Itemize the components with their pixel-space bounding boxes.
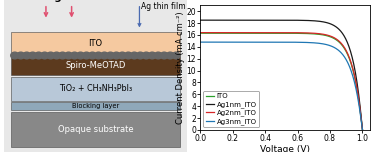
- Ag2nm_ITO: [360, 129, 365, 131]
- Circle shape: [59, 52, 67, 59]
- Circle shape: [94, 52, 102, 59]
- ITO: [198, 32, 203, 34]
- Circle shape: [166, 52, 174, 59]
- ITO: [198, 32, 203, 34]
- Ag2nm_ITO: [297, 32, 302, 34]
- Circle shape: [46, 52, 55, 59]
- Circle shape: [88, 52, 96, 59]
- Ag1nm_ITO: [335, 27, 339, 28]
- Circle shape: [23, 52, 31, 59]
- Ag1nm_ITO: [360, 129, 365, 131]
- Circle shape: [142, 52, 150, 59]
- Circle shape: [71, 52, 79, 59]
- Circle shape: [17, 52, 25, 59]
- Circle shape: [101, 52, 108, 59]
- Text: Light: Light: [44, 0, 74, 2]
- Text: Spiro-MeOTAD: Spiro-MeOTAD: [65, 61, 125, 70]
- Circle shape: [112, 52, 120, 59]
- Ag2nm_ITO: [294, 32, 299, 34]
- Circle shape: [148, 52, 156, 59]
- Circle shape: [124, 52, 132, 59]
- Ag3nm_ITO: [345, 61, 350, 63]
- ITO: [360, 129, 365, 131]
- Circle shape: [106, 52, 115, 59]
- Ag2nm_ITO: [198, 32, 203, 34]
- Circle shape: [154, 52, 162, 59]
- Bar: [11, 112, 180, 147]
- Text: ITO: ITO: [88, 39, 102, 48]
- Ag1nm_ITO: [294, 19, 299, 21]
- ITO: [297, 33, 302, 34]
- Circle shape: [65, 52, 73, 59]
- Ag3nm_ITO: [294, 41, 299, 43]
- Bar: [11, 56, 180, 75]
- ITO: [294, 32, 299, 34]
- X-axis label: Voltage (V): Voltage (V): [260, 145, 310, 152]
- Ag2nm_ITO: [198, 32, 203, 34]
- Ag2nm_ITO: [335, 39, 339, 40]
- Ag1nm_ITO: [297, 19, 302, 21]
- Text: Blocking layer: Blocking layer: [72, 103, 119, 109]
- Line: Ag2nm_ITO: Ag2nm_ITO: [200, 33, 363, 130]
- Ag1nm_ITO: [345, 41, 350, 43]
- ITO: [294, 32, 299, 34]
- Circle shape: [118, 52, 126, 59]
- Circle shape: [29, 52, 37, 59]
- Ag3nm_ITO: [198, 41, 203, 43]
- Text: Ag thin film: Ag thin film: [141, 2, 186, 10]
- Ag2nm_ITO: [345, 52, 350, 54]
- Line: ITO: ITO: [200, 33, 363, 130]
- Circle shape: [76, 52, 85, 59]
- Circle shape: [130, 52, 138, 59]
- ITO: [345, 53, 350, 55]
- Ag3nm_ITO: [360, 129, 365, 131]
- Ag1nm_ITO: [198, 19, 203, 21]
- Bar: [11, 102, 180, 110]
- Circle shape: [35, 52, 43, 59]
- Y-axis label: Current Density (mA cm⁻²): Current Density (mA cm⁻²): [176, 11, 185, 124]
- Ag2nm_ITO: [294, 32, 299, 34]
- Ag1nm_ITO: [198, 19, 203, 21]
- Circle shape: [40, 52, 49, 59]
- Circle shape: [160, 52, 168, 59]
- Ag1nm_ITO: [294, 19, 299, 21]
- Ag3nm_ITO: [335, 48, 339, 50]
- Circle shape: [136, 52, 144, 59]
- Circle shape: [172, 52, 180, 59]
- Circle shape: [82, 52, 90, 59]
- Text: TiO₂ + CH₃NH₃PbI₃: TiO₂ + CH₃NH₃PbI₃: [59, 84, 132, 93]
- Legend: ITO, Ag1nm_ITO, Ag2nm_ITO, Ag3nm_ITO: ITO, Ag1nm_ITO, Ag2nm_ITO, Ag3nm_ITO: [203, 91, 259, 127]
- Bar: [11, 32, 180, 55]
- Bar: [11, 77, 180, 101]
- Ag3nm_ITO: [294, 41, 299, 43]
- ITO: [335, 40, 339, 41]
- Circle shape: [53, 52, 60, 59]
- Line: Ag3nm_ITO: Ag3nm_ITO: [200, 42, 363, 130]
- Circle shape: [11, 52, 19, 59]
- Text: Opaque substrate: Opaque substrate: [57, 125, 133, 134]
- Ag3nm_ITO: [297, 41, 302, 43]
- Line: Ag1nm_ITO: Ag1nm_ITO: [200, 20, 363, 130]
- Ag3nm_ITO: [198, 41, 203, 43]
